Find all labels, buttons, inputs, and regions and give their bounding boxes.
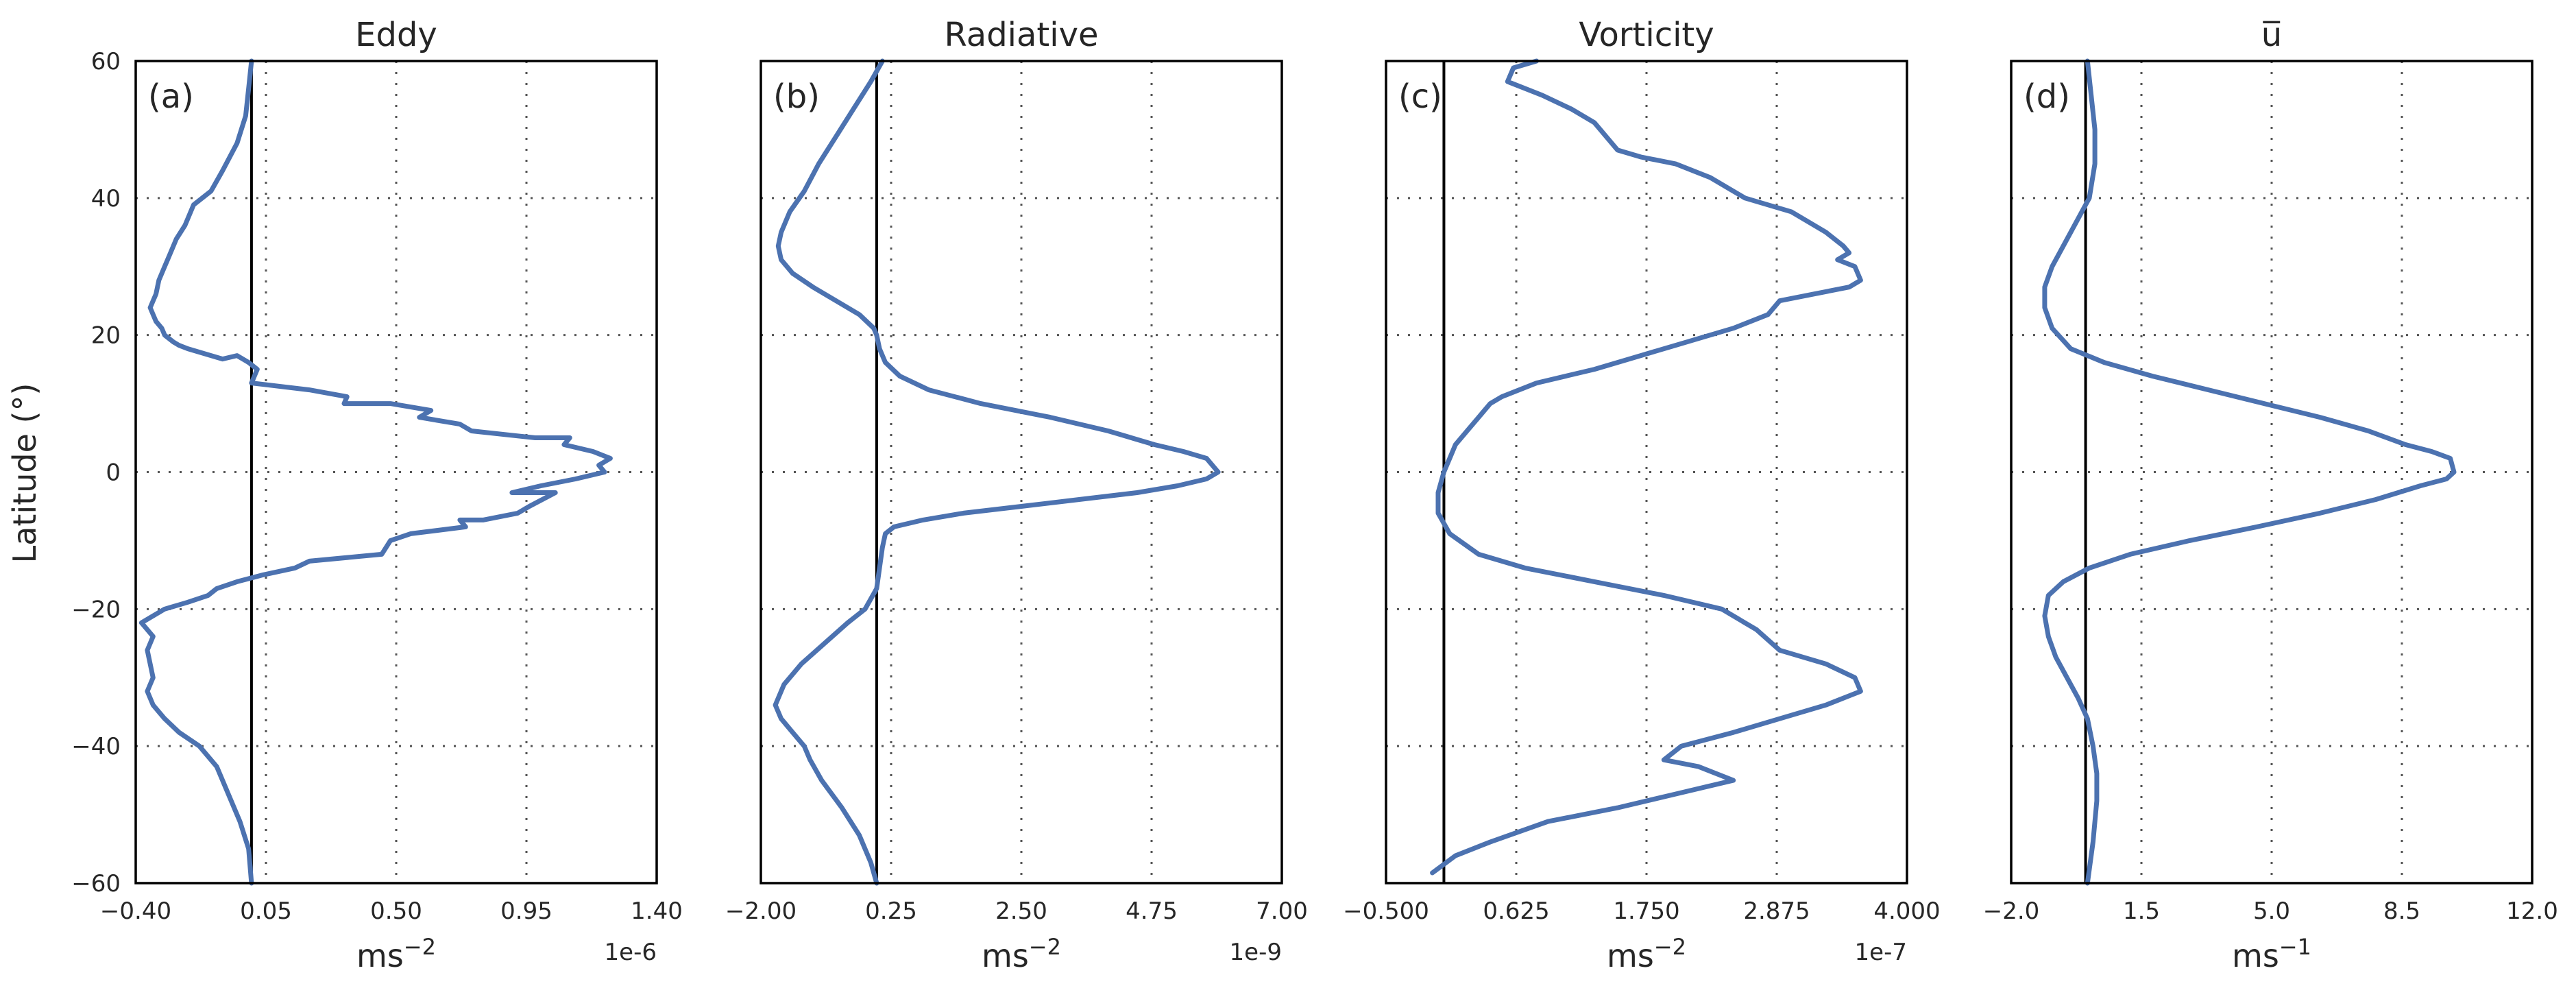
panel-c-xtick-label-2: 1.750 <box>1613 898 1679 925</box>
panel-d-tag: (d) <box>2024 77 2070 116</box>
panel-c-xtick-label-1: 0.625 <box>1483 898 1549 925</box>
panel-d-title: u̅ <box>2261 16 2282 54</box>
panel-a-xtick-label-3: 0.95 <box>500 898 552 925</box>
panel-c-xtick-label-0: −0.500 <box>1343 898 1429 925</box>
panel-d-xlabel-exponent: −1 <box>2279 934 2311 960</box>
panel-a-ytick-label-2: −20 <box>71 596 121 623</box>
panel-b-xlabel-exponent: −2 <box>1029 934 1061 960</box>
panel-b-xtick-label-0: −2.00 <box>725 898 797 925</box>
panel-b-xlabel-base: ms <box>982 937 1029 974</box>
panel-a-ytick-label-1: −40 <box>71 733 121 760</box>
panel-b-series-0 <box>773 58 1221 886</box>
panel-a-offset-text: 1e-6 <box>605 939 657 966</box>
panel-c-series-0 <box>1430 58 1863 876</box>
panel-d-frame <box>2010 60 2534 884</box>
panel-b-frame <box>760 60 1283 884</box>
panel-b-xtick-label-4: 7.00 <box>1256 898 1308 925</box>
panel-d-series-0 <box>2042 58 2457 886</box>
panel-a-xlabel-exponent: −2 <box>404 934 436 960</box>
panel-d-xtick-label-0: −2.0 <box>1983 898 2040 925</box>
panel-a-xlabel: ms−2 <box>356 934 436 974</box>
panel-d-xlabel-base: ms <box>2232 937 2279 974</box>
panel-c-offset-text: 1e-7 <box>1855 939 1907 966</box>
panel-a-title: Eddy <box>355 16 437 54</box>
panel-b-xlabel: ms−2 <box>982 934 1061 974</box>
panel-a-xtick-label-1: 0.05 <box>240 898 292 925</box>
panel-a-ytick-label-4: 20 <box>91 322 121 350</box>
panel-b-offset-text: 1e-9 <box>1230 939 1282 966</box>
panel-d-xlabel: ms−1 <box>2232 934 2311 974</box>
panel-a: −0.40 0.05 0.50 0.95 1.40 −60 −40 −20 0 20 40 60 Edd… <box>71 16 683 974</box>
shared-ylabel: Latitude (°) <box>6 383 43 564</box>
panel-a-xtick-label-4: 1.40 <box>631 898 683 925</box>
panel-c-xtick-label-3: 2.875 <box>1743 898 1810 925</box>
panel-b-title: Radiative <box>944 16 1098 54</box>
panel-a-xtick-label-0: −0.40 <box>100 898 171 925</box>
panel-c-xtick-label-4: 4.000 <box>1873 898 1940 925</box>
panel-b-xtick-label-2: 2.50 <box>995 898 1047 925</box>
panel-d-xtick-label-2: 5.0 <box>2253 898 2290 925</box>
panel-a-frame <box>134 60 658 884</box>
panel-c-xlabel-exponent: −2 <box>1654 934 1686 960</box>
panel-a-ytick-label-0: −60 <box>71 870 121 898</box>
panel-c-xlabel: ms−2 <box>1607 934 1686 974</box>
panel-a-ytick-label-3: 0 <box>106 459 121 487</box>
panel-c-tag: (c) <box>1398 77 1442 116</box>
panel-a-ytick-label-5: 40 <box>91 185 121 213</box>
panel-c-frame <box>1385 60 1908 884</box>
panel-d-xtick-label-1: 1.5 <box>2123 898 2160 925</box>
panel-a-xtick-label-2: 0.50 <box>370 898 422 925</box>
panel-d-xtick-label-3: 8.5 <box>2383 898 2420 925</box>
panel-c: −0.500 0.625 1.750 2.875 4.000 Vorticity (c) ms… <box>1343 16 1941 974</box>
panel-a-xlabel-base: ms <box>356 937 404 974</box>
panel-b-xtick-label-3: 4.75 <box>1126 898 1178 925</box>
panel-c-xlabel-base: ms <box>1607 937 1654 974</box>
panel-d-xtick-label-4: 12.0 <box>2506 898 2558 925</box>
panel-b-xtick-label-1: 0.25 <box>865 898 917 925</box>
panel-c-title: Vorticity <box>1579 16 1714 54</box>
panel-b-tag: (b) <box>773 77 820 116</box>
panel-a-series-0 <box>138 58 613 886</box>
panel-a-tag: (a) <box>148 77 194 116</box>
panel-d: −2.0 1.5 5.0 8.5 12.0 u̅ (d) ms−1 <box>1983 16 2558 974</box>
panel-b: −2.00 0.25 2.50 4.75 7.00 Radiative (b) ms−2 1e-… <box>725 16 1308 974</box>
panel-a-ytick-label-6: 60 <box>91 48 121 75</box>
